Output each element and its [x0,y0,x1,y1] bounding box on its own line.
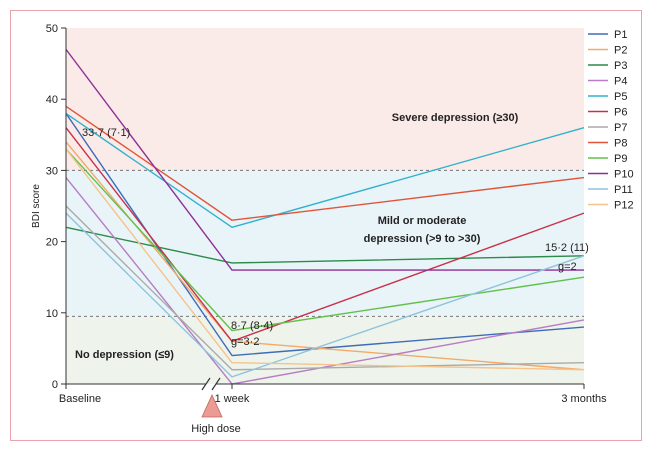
legend-label-p2: P2 [614,45,627,57]
axis-break-mark-2 [211,377,221,391]
y-tick-label-10: 10 [46,308,58,320]
annotation-1: 8·7 (8·4) [231,320,273,332]
figure-frame [10,10,642,441]
y-tick-label-30: 30 [46,165,58,177]
high-dose-marker [201,394,223,418]
series-line-p9 [65,148,585,332]
axis-break-mark-1 [201,377,211,391]
legend-label-p5: P5 [614,91,627,103]
y-tick-label-20: 20 [46,237,58,249]
legend-label-p7: P7 [614,122,627,134]
x-tick-label-2: 3 months [561,393,607,405]
zone-band-2 [66,316,584,384]
annotation-3: 15·2 (11) [545,242,589,254]
legend-label-p3: P3 [614,60,627,72]
series-line-p3 [65,226,585,264]
legend-label-p1: P1 [614,29,627,41]
series-line-p8 [65,105,585,221]
series-line-p11 [65,212,585,378]
legend-label-p12: P12 [614,200,634,212]
legend-label-p10: P10 [614,169,634,181]
x-tick-label-0: Baseline [59,393,101,405]
series-line-p10 [65,48,584,271]
y-tick-label-40: 40 [46,94,58,106]
legend-label-p9: P9 [614,153,627,165]
zone-label-none: No depression (≤9) [75,349,174,361]
x-tick-label-1: 1 week [215,393,250,405]
series-line-p5 [65,112,585,229]
series-line-p12 [65,148,585,371]
annotation-2: g=3·2 [231,336,259,348]
zone-label-mild-line2: depression (>9 to >30) [364,233,481,245]
y-axis-title: BDI score [31,184,42,228]
legend-label-p6: P6 [614,107,627,119]
series-line-p6 [65,127,585,342]
series-line-p7 [65,205,585,371]
legend-label-p8: P8 [614,138,627,150]
y-tick-label-0: 0 [52,379,58,391]
y-tick-label-50: 50 [46,23,58,35]
legend-label-p4: P4 [614,76,627,88]
zone-band-0 [66,28,584,171]
high-dose-label: High dose [191,423,241,435]
annotation-0: 33·7 (7·1) [82,127,130,139]
legend-label-p11: P11 [614,184,633,196]
zone-label-mild-line1: Mild or moderate [378,215,467,227]
series-line-p1 [65,113,585,357]
zone-label-severe: Severe depression (≥30) [392,112,519,124]
annotation-4: g=2 [558,261,577,273]
